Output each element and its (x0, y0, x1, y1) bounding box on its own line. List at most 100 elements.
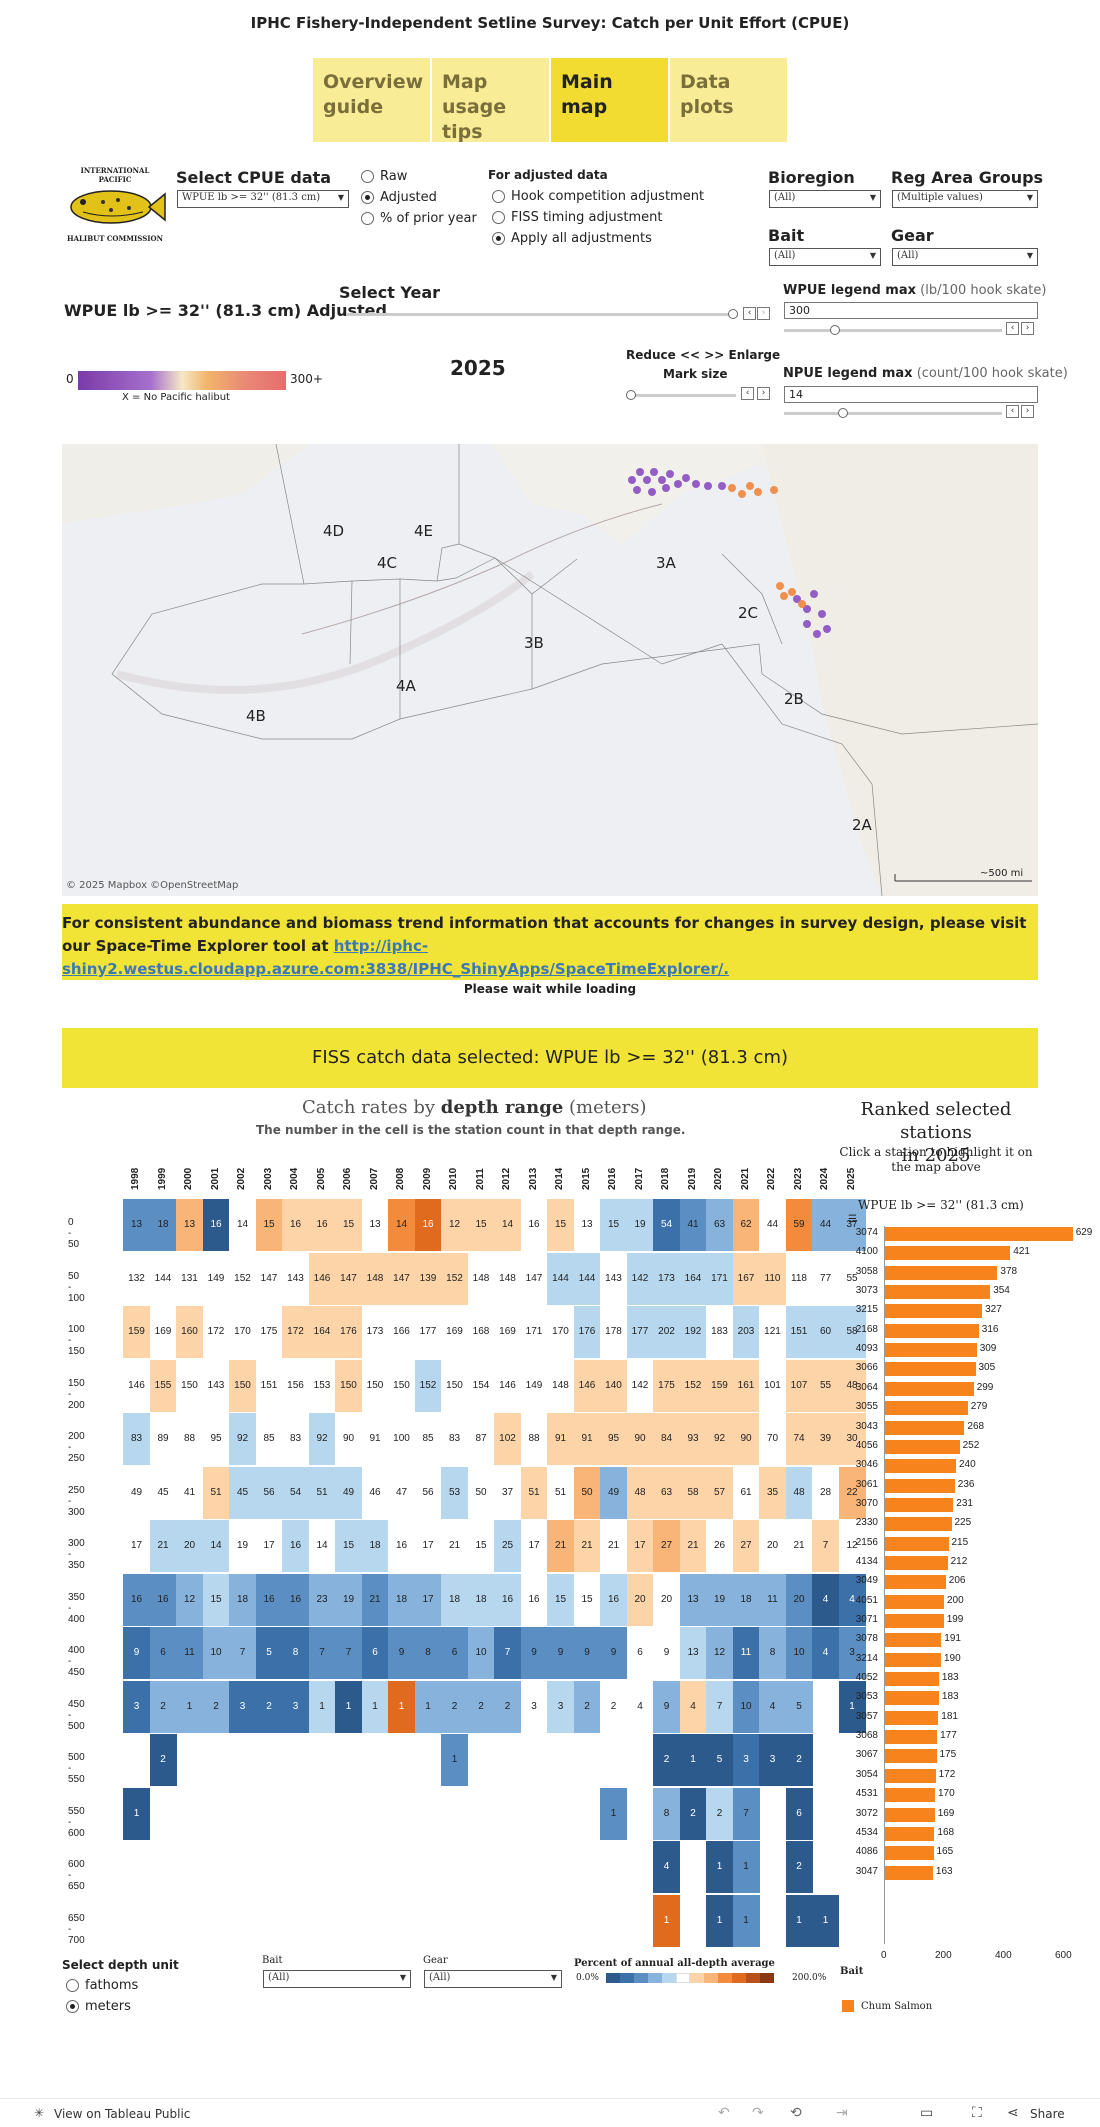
heatmap-cell[interactable]: 46 (361, 1466, 389, 1519)
heatmap-cell[interactable]: 19 (626, 1199, 654, 1251)
heatmap-cell[interactable]: 11 (732, 1627, 760, 1679)
heatmap-cell[interactable]: 13 (361, 1199, 389, 1251)
radio-meters[interactable]: meters (66, 1996, 138, 2017)
heatmap-cell[interactable]: 48 (838, 1359, 866, 1412)
bottom-bait-dropdown[interactable]: (All) ▼ (263, 1970, 411, 1988)
heatmap-cell[interactable]: 9 (123, 1627, 150, 1679)
bottom-gear-dropdown[interactable]: (All) ▼ (424, 1970, 562, 1988)
heatmap-cell[interactable]: 54 (282, 1466, 309, 1519)
heatmap-cell[interactable]: 147 (520, 1252, 548, 1305)
rank-bar[interactable] (884, 1343, 977, 1358)
rank-station-label[interactable]: 4134 (855, 1555, 878, 1567)
heatmap-cell[interactable]: 110 (759, 1252, 786, 1305)
rank-bar[interactable] (884, 1846, 934, 1861)
rank-station-label[interactable]: 3047 (855, 1865, 878, 1877)
rank-station-label[interactable]: 4534 (855, 1826, 878, 1838)
heatmap-cell[interactable]: 5 (785, 1680, 813, 1733)
heatmap-cell[interactable]: 27 (732, 1520, 760, 1572)
heatmap-cell[interactable]: 12 (441, 1199, 468, 1251)
heatmap-cell[interactable]: 13 (573, 1199, 601, 1251)
rank-bar[interactable] (884, 1323, 979, 1338)
heatmap-cell[interactable]: 152 (679, 1359, 707, 1412)
heatmap-cell[interactable]: 19 (229, 1520, 256, 1572)
heatmap-cell[interactable]: 57 (706, 1466, 733, 1519)
heatmap-cell[interactable]: 61 (732, 1466, 760, 1519)
cpue-dropdown[interactable]: WPUE lb >= 32'' (81.3 cm) ▼ (177, 190, 349, 208)
heatmap-cell[interactable]: 2 (467, 1680, 495, 1733)
heatmap-cell[interactable]: 132 (123, 1252, 150, 1305)
heatmap-cell[interactable]: 3 (123, 1680, 150, 1733)
heatmap-cell[interactable]: 95 (202, 1413, 230, 1465)
rank-station-label[interactable]: 4052 (855, 1672, 878, 1684)
heatmap-cell[interactable]: 8 (414, 1627, 442, 1679)
heatmap-cell[interactable]: 154 (467, 1359, 495, 1412)
share-icon[interactable]: ⋖ (1007, 2105, 1019, 2121)
heatmap-cell[interactable]: 49 (600, 1466, 627, 1519)
heatmap-cell[interactable]: 150 (388, 1359, 415, 1412)
heatmap-cell[interactable]: 12 (838, 1520, 866, 1572)
heatmap-cell[interactable]: 90 (335, 1413, 362, 1465)
heatmap-cell[interactable]: 14 (388, 1199, 415, 1251)
heatmap-cell[interactable]: 16 (149, 1573, 177, 1626)
year-prev-button[interactable]: ‹ (743, 307, 756, 320)
heatmap-cell[interactable]: 95 (600, 1413, 627, 1465)
heatmap-cell[interactable]: 5 (706, 1734, 733, 1786)
heatmap-cell[interactable]: 1 (388, 1680, 415, 1733)
rank-station-label[interactable]: 3073 (855, 1285, 878, 1297)
rank-bar[interactable] (884, 1439, 960, 1454)
radio-fathoms[interactable]: fathoms (66, 1975, 138, 1996)
heatmap-cell[interactable]: 55 (838, 1252, 866, 1305)
heatmap-cell[interactable]: 144 (573, 1252, 601, 1305)
heatmap-cell[interactable]: 18 (467, 1573, 495, 1626)
heatmap-cell[interactable]: 16 (520, 1199, 548, 1251)
heatmap-cell[interactable]: 2 (149, 1734, 177, 1786)
heatmap-cell[interactable]: 147 (335, 1252, 362, 1305)
heatmap-cell[interactable]: 3 (282, 1680, 309, 1733)
heatmap-cell[interactable]: 50 (573, 1466, 601, 1519)
heatmap-cell[interactable]: 19 (335, 1573, 362, 1626)
heatmap-cell[interactable]: 15 (467, 1520, 495, 1572)
heatmap-cell[interactable]: 4 (759, 1680, 786, 1733)
heatmap-cell[interactable]: 148 (547, 1359, 574, 1412)
rank-station-label[interactable]: 3053 (855, 1691, 878, 1703)
view-on-tableau-link[interactable]: View on Tableau Public (54, 2107, 191, 2121)
space-time-link[interactable]: http://iphc-shiny2.westus.cloudapp.azure… (62, 937, 730, 978)
heatmap-cell[interactable]: 151 (255, 1359, 283, 1412)
heatmap-cell[interactable]: 1 (361, 1680, 389, 1733)
heatmap-cell[interactable]: 1 (653, 1894, 680, 1947)
heatmap-cell[interactable]: 147 (388, 1252, 415, 1305)
heatmap-cell[interactable]: 13 (679, 1573, 707, 1626)
heatmap-cell[interactable]: 6 (626, 1627, 654, 1679)
heatmap-cell[interactable]: 9 (653, 1627, 680, 1679)
heatmap-cell[interactable]: 1 (414, 1680, 442, 1733)
heatmap-cell[interactable]: 85 (414, 1413, 442, 1465)
heatmap-cell[interactable]: 2 (679, 1787, 707, 1840)
heatmap-cell[interactable]: 173 (361, 1306, 389, 1358)
heatmap-cell[interactable]: 15 (255, 1199, 283, 1251)
rank-bar[interactable] (884, 1594, 944, 1609)
heatmap-cell[interactable]: 143 (282, 1252, 309, 1305)
tab-map-usage-tips[interactable]: Map usage tips (432, 58, 549, 143)
heatmap-cell[interactable]: 101 (759, 1359, 786, 1412)
heatmap-cell[interactable]: 150 (361, 1359, 389, 1412)
heatmap-cell[interactable]: 92 (229, 1413, 256, 1465)
rank-bar[interactable] (884, 1246, 1011, 1261)
heatmap-cell[interactable]: 21 (600, 1520, 627, 1572)
rank-bar[interactable] (884, 1227, 1073, 1241)
heatmap-cell[interactable]: 3 (759, 1734, 786, 1786)
rank-bar[interactable] (884, 1614, 944, 1628)
heatmap-cell[interactable]: 1 (706, 1894, 733, 1947)
rank-station-label[interactable]: 2330 (855, 1517, 878, 1529)
heatmap-cell[interactable]: 21 (785, 1520, 813, 1572)
heatmap-cell[interactable]: 2 (202, 1680, 230, 1733)
heatmap-cell[interactable]: 139 (414, 1252, 442, 1305)
heatmap-cell[interactable]: 13 (123, 1199, 150, 1251)
heatmap-cell[interactable]: 3 (838, 1627, 866, 1679)
heatmap-cell[interactable]: 9 (520, 1627, 548, 1679)
rank-station-label[interactable]: 4100 (855, 1246, 878, 1258)
rank-bar[interactable] (884, 1459, 956, 1474)
tab-data-plots[interactable]: Data plots (670, 58, 787, 142)
rank-bar[interactable] (884, 1362, 976, 1377)
heatmap-cell[interactable]: 14 (229, 1199, 256, 1251)
heatmap-cell[interactable]: 16 (520, 1573, 548, 1626)
